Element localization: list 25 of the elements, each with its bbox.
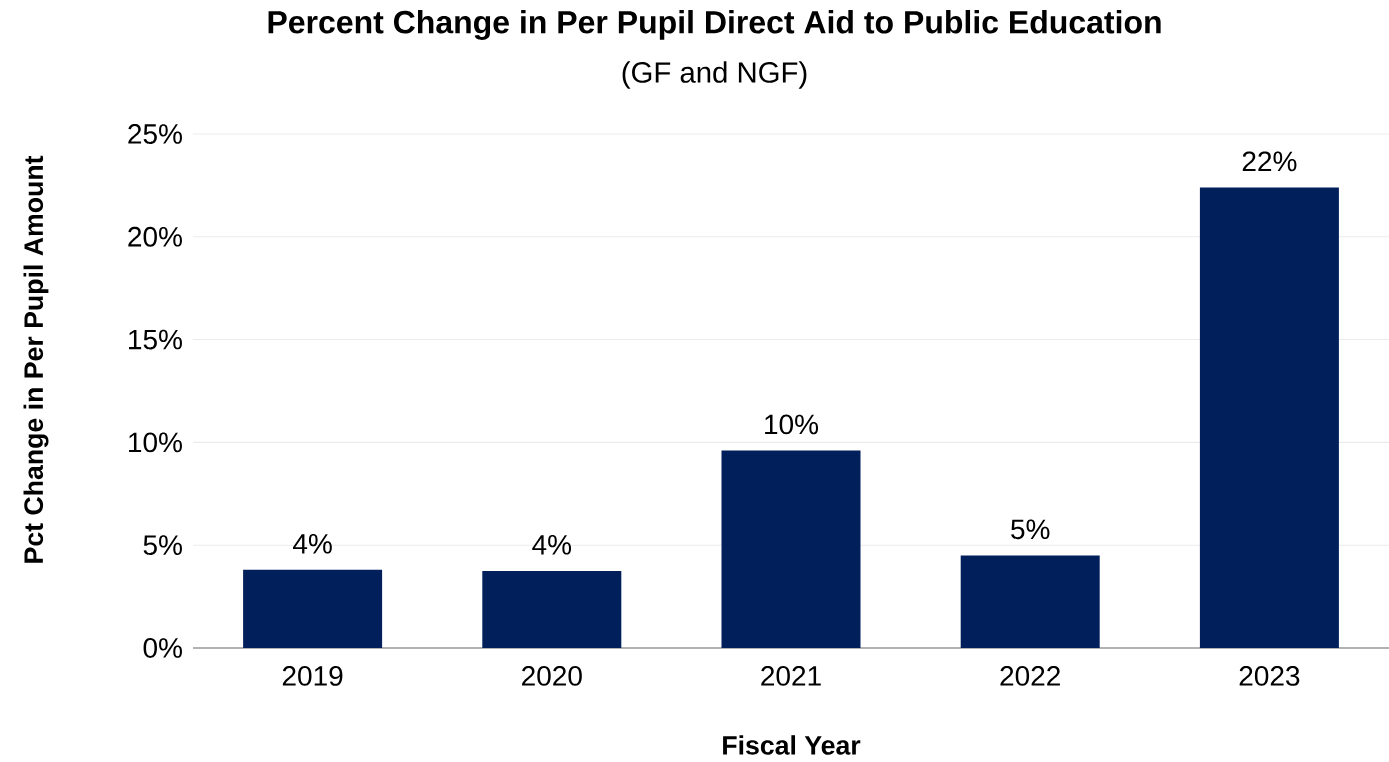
data-label: 5% — [1011, 519, 1050, 540]
y-tick-label: 0% — [143, 638, 182, 658]
bar — [1199, 187, 1339, 648]
y-tick-label: 15% — [129, 329, 182, 350]
chart-title: Percent Change in Per Pupil Direct Aid to Public Education — [268, 10, 1161, 40]
y-tick-label: 5% — [143, 535, 182, 556]
data-label: 22% — [1242, 151, 1297, 172]
bar — [243, 569, 383, 648]
y-tick-label: 20% — [128, 226, 182, 247]
y-tick-label: 10% — [129, 432, 182, 453]
bar — [482, 570, 622, 648]
bar — [721, 450, 861, 648]
bar — [960, 555, 1100, 648]
y-tick-label: 25% — [128, 124, 182, 144]
data-label: 10% — [765, 414, 819, 435]
x-tick-label: 2023 — [1239, 666, 1300, 686]
data-label: 4% — [293, 534, 332, 554]
x-tick-label: 2022 — [1000, 666, 1060, 686]
x-tick-label: 2021 — [761, 666, 821, 686]
x-tick-label: 2020 — [522, 666, 582, 686]
chart-subtitle: (GF and NGF) — [622, 61, 807, 89]
x-axis-title: Fiscal Year — [723, 735, 861, 755]
y-axis-title: Pct Change in Per Pupil Amount — [23, 155, 49, 563]
data-label: 4% — [532, 535, 572, 555]
x-tick-label: 2019 — [282, 666, 343, 686]
